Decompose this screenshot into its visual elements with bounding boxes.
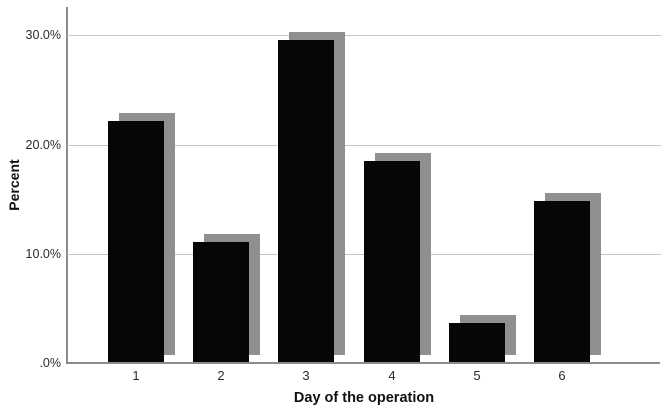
bar-day-4 (364, 161, 420, 363)
x-tick-label: 3 (302, 368, 310, 383)
bar-day-2 (193, 242, 249, 363)
gridline (67, 35, 661, 36)
x-tick-label: 2 (217, 368, 225, 383)
y-tick-label: 30.0% (25, 28, 61, 42)
x-tick-label: 4 (388, 368, 396, 383)
x-axis-title: Day of the operation (293, 390, 435, 406)
bar-day-1 (108, 121, 164, 363)
x-axis-line (66, 362, 660, 364)
y-axis-title: Percent (6, 159, 22, 211)
y-tick-label: 20.0% (25, 138, 61, 152)
bar-day-5 (449, 323, 505, 363)
gridline (67, 145, 661, 146)
x-tick-label: 1 (132, 368, 140, 383)
bar-day-3 (278, 40, 334, 363)
bar-day-6 (534, 201, 590, 363)
y-tick-label: .0% (39, 356, 61, 370)
y-axis-line (66, 7, 68, 364)
y-tick-label: 10.0% (25, 247, 61, 261)
x-tick-label: 6 (558, 368, 566, 383)
x-tick-label: 5 (473, 368, 481, 383)
